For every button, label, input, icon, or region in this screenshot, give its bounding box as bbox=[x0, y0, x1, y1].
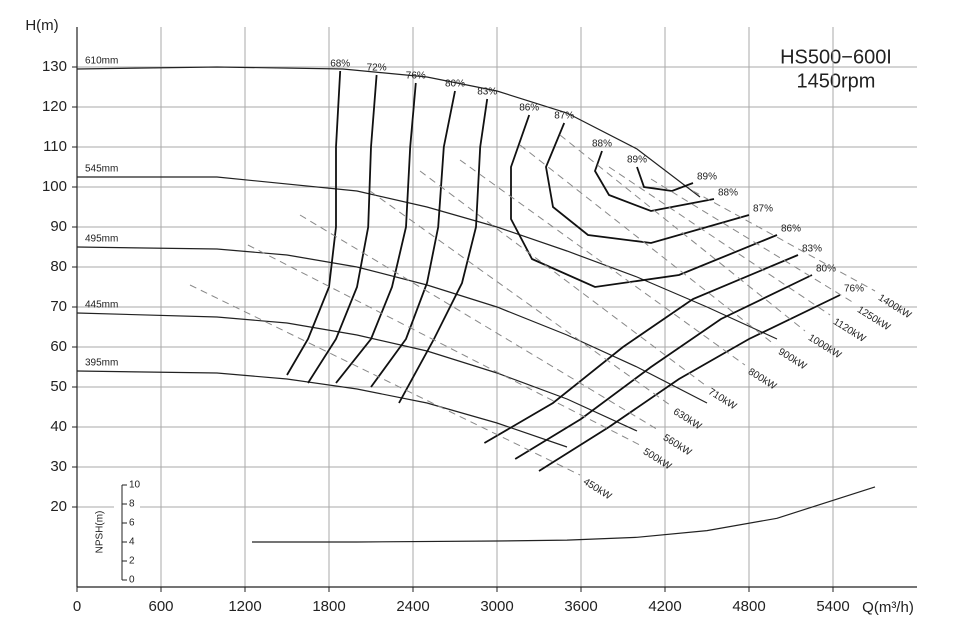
chart-subtitle: 1450rpm bbox=[797, 70, 876, 92]
y2-tick-label: 10 bbox=[129, 480, 141, 491]
y-tick-label: 110 bbox=[43, 138, 67, 155]
power-line bbox=[519, 144, 776, 346]
npsh-curve bbox=[252, 486, 876, 543]
efficiency-label: 76% bbox=[406, 71, 426, 82]
efficiency-label: 88% bbox=[592, 139, 612, 150]
efficiency-label: 89% bbox=[627, 155, 647, 166]
efficiency-label: 76% bbox=[844, 284, 864, 295]
efficiency-curve bbox=[398, 98, 799, 444]
y-tick-label: 130 bbox=[42, 58, 67, 75]
y2-tick-label: 0 bbox=[129, 575, 135, 586]
x-axis-label: Q(m³/h) bbox=[862, 599, 914, 616]
efficiency-label: 86% bbox=[519, 103, 539, 114]
efficiency-label: 88% bbox=[718, 188, 738, 199]
y-tick-label: 100 bbox=[42, 178, 67, 195]
y-tick-label: 60 bbox=[50, 338, 67, 355]
efficiency-label: 83% bbox=[802, 244, 822, 255]
title-box bbox=[758, 38, 918, 98]
x-tick-label: 1800 bbox=[312, 598, 345, 615]
y-tick-label: 40 bbox=[50, 418, 67, 435]
x-tick-label: 5400 bbox=[816, 598, 849, 615]
impeller-label: 445mm bbox=[85, 300, 118, 311]
efficiency-label: 80% bbox=[445, 79, 465, 90]
efficiency-curve bbox=[307, 74, 378, 384]
efficiency-label: 89% bbox=[697, 172, 717, 183]
efficiency-curve bbox=[286, 70, 342, 376]
efficiency-curve bbox=[636, 166, 694, 192]
y2-axis-bg bbox=[114, 479, 140, 584]
y-tick-label: 120 bbox=[42, 98, 67, 115]
head-curve bbox=[76, 312, 638, 432]
power-line bbox=[247, 244, 641, 446]
power-line bbox=[692, 190, 876, 292]
head-curve bbox=[76, 66, 701, 198]
y-tick-label: 70 bbox=[50, 298, 67, 315]
efficiency-curve bbox=[545, 122, 750, 244]
head-curve bbox=[77, 176, 778, 340]
y-tick-label: 90 bbox=[50, 218, 67, 235]
power-line bbox=[189, 284, 581, 476]
efficiency-curve bbox=[370, 90, 813, 460]
x-tick-label: 3600 bbox=[564, 598, 597, 615]
y2-axis-label: NPSH(m) bbox=[95, 511, 106, 554]
power-line bbox=[459, 159, 746, 366]
y-tick-label: 50 bbox=[50, 378, 67, 395]
x-tick-label: 1200 bbox=[228, 598, 261, 615]
x-tick-label: 600 bbox=[148, 598, 173, 615]
y2-tick-label: 2 bbox=[129, 556, 135, 567]
x-tick-label: 0 bbox=[73, 598, 81, 615]
x-tick-label: 4200 bbox=[648, 598, 681, 615]
impeller-label: 610mm bbox=[85, 56, 118, 67]
y2-tick-label: 8 bbox=[129, 499, 135, 510]
y-tick-label: 30 bbox=[50, 458, 67, 475]
power-line bbox=[559, 134, 806, 332]
x-tick-label: 4800 bbox=[732, 598, 765, 615]
efficiency-label: 87% bbox=[554, 111, 574, 122]
power-line bbox=[608, 166, 831, 316]
y-axis-label: H(m) bbox=[25, 17, 58, 34]
efficiency-label: 83% bbox=[477, 87, 497, 98]
y-tick-label: 20 bbox=[50, 498, 67, 515]
y2-tick-label: 6 bbox=[129, 518, 135, 529]
impeller-label: 545mm bbox=[85, 164, 118, 175]
efficiency-curve bbox=[594, 150, 715, 212]
y-tick-label: 80 bbox=[50, 258, 67, 275]
efficiency-curve bbox=[335, 82, 841, 472]
efficiency-label: 72% bbox=[367, 63, 387, 74]
impeller-label: 495mm bbox=[85, 234, 118, 245]
efficiency-label: 68% bbox=[330, 59, 350, 70]
power-line bbox=[369, 190, 671, 406]
efficiency-label: 80% bbox=[816, 264, 836, 275]
efficiency-curve bbox=[510, 114, 778, 288]
impeller-label: 395mm bbox=[85, 358, 118, 369]
efficiency-label: 87% bbox=[753, 204, 773, 215]
power-line bbox=[299, 214, 661, 432]
head-curve bbox=[76, 370, 568, 448]
chart-title: HS500−600I bbox=[780, 46, 892, 68]
power-line bbox=[650, 178, 855, 304]
x-tick-label: 3000 bbox=[480, 598, 513, 615]
x-tick-label: 2400 bbox=[396, 598, 429, 615]
efficiency-label: 86% bbox=[781, 224, 801, 235]
y2-tick-label: 4 bbox=[129, 537, 135, 548]
